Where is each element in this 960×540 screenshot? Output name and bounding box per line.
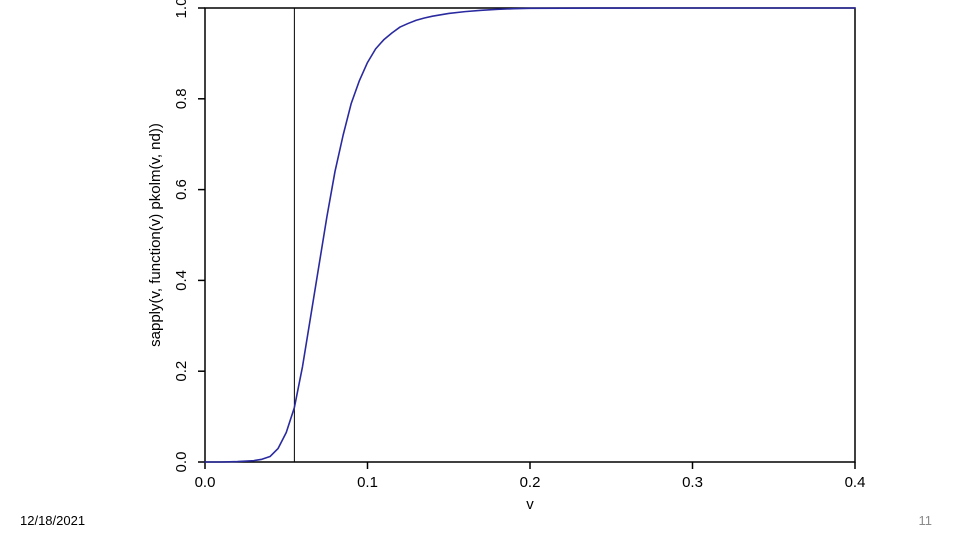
y-tick-label: 0.6 (173, 179, 190, 200)
plot-frame (205, 8, 855, 462)
y-axis-title: sapply(v, function(v) pkolm(v, nd)) (147, 123, 164, 347)
y-tick-label: 0.4 (173, 270, 190, 291)
page-number: 11 (919, 513, 933, 528)
x-tick-label: 0.3 (682, 474, 703, 491)
x-axis-title: v (526, 496, 534, 513)
y-tick-label: 1.0 (173, 0, 190, 18)
x-tick-label: 0.4 (845, 474, 866, 491)
footer-date: 12/18/2021 (20, 513, 85, 528)
y-tick-label: 0.2 (173, 361, 190, 382)
x-tick-label: 0.2 (520, 474, 541, 491)
y-tick-label: 0.8 (173, 88, 190, 109)
y-tick-label: 0.0 (173, 452, 190, 473)
chart-container: 0.0 0.1 0.2 0.3 0.4 0.0 0.2 0.4 0.6 0.8 1.0 v sapply… (0, 0, 960, 540)
x-tick-label: 0.1 (357, 474, 378, 491)
cdf-chart: 0.0 0.1 0.2 0.3 0.4 0.0 0.2 0.4 0.6 0.8 1.0 v sapply… (0, 0, 960, 540)
x-tick-label: 0.0 (195, 474, 216, 491)
